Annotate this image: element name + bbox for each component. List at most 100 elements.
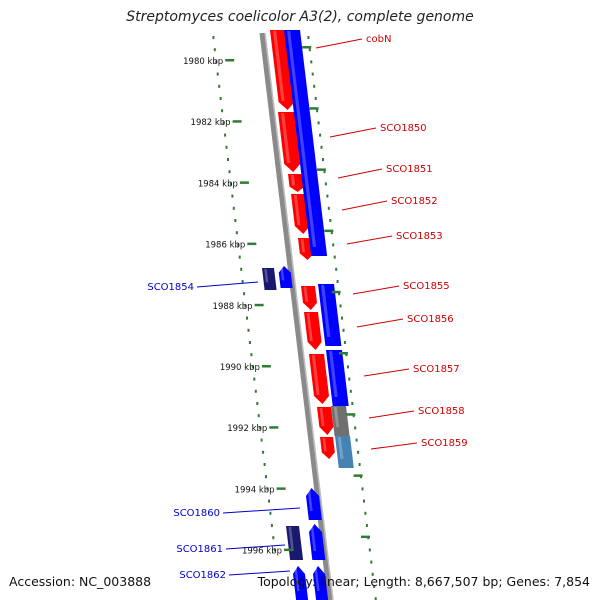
gene-label: SCO1854 xyxy=(147,282,194,293)
gene-block xyxy=(301,286,317,310)
ruler-dot xyxy=(363,499,365,503)
ruler-dot xyxy=(338,292,341,296)
ruler-dot xyxy=(370,560,373,564)
gene-block xyxy=(270,30,295,110)
scale-label: 1996 kbp xyxy=(242,547,282,557)
ruler-dot xyxy=(354,426,357,430)
scale-label: 1990 kbp xyxy=(220,363,260,373)
scale-label: 1994 kbp xyxy=(235,485,275,495)
gene-block xyxy=(320,437,335,459)
gene-block xyxy=(293,566,309,600)
gene-block xyxy=(304,312,322,350)
ruler-dot xyxy=(246,316,248,320)
ruler-dot xyxy=(212,36,215,39)
scale-label: 1992 kbp xyxy=(227,424,267,434)
ruler-dot xyxy=(235,231,238,235)
ruler-dot xyxy=(311,72,314,76)
ruler-dot xyxy=(368,548,371,552)
gene-block xyxy=(309,354,329,404)
scale-tick xyxy=(284,548,293,552)
ruler-dot xyxy=(357,450,360,454)
left-ruler-dots xyxy=(212,36,276,552)
gene-block xyxy=(306,488,322,520)
ruler-dot xyxy=(332,243,335,247)
scale-tick xyxy=(225,59,235,62)
scale-label: 1980 kbp xyxy=(183,57,223,67)
ruler-dot xyxy=(222,121,225,125)
ruler-dot xyxy=(349,389,352,393)
scale-tick xyxy=(269,426,279,429)
accession-label: Accession: NC_003888 xyxy=(9,574,152,589)
ruler-dot xyxy=(265,475,267,479)
ruler-dot xyxy=(365,524,368,527)
gene-block xyxy=(262,268,277,290)
ruler-dot xyxy=(324,182,327,186)
ruler-dot xyxy=(355,438,358,442)
ruler-dot xyxy=(374,597,377,600)
ruler-dot xyxy=(216,72,219,76)
gene-block xyxy=(286,526,304,560)
gene-block xyxy=(318,284,342,346)
gene-label: SCO1859 xyxy=(421,438,468,449)
gene-block xyxy=(284,30,328,256)
label-leader-line xyxy=(337,168,383,179)
gene-block xyxy=(313,566,329,600)
label-leader-line xyxy=(329,127,377,138)
ruler-dot xyxy=(231,194,234,198)
ruler-dot xyxy=(266,487,269,491)
scale-tick xyxy=(247,242,257,246)
ruler-dot xyxy=(273,548,276,552)
ruler-dot xyxy=(232,206,235,210)
label-leader-line xyxy=(225,544,286,550)
ruler-dot xyxy=(314,97,317,100)
ruler-dot xyxy=(272,536,275,540)
ruler-dot xyxy=(320,145,323,149)
scale-tick xyxy=(361,535,370,539)
ruler-dot xyxy=(307,36,310,39)
scale-tick xyxy=(309,107,319,110)
ruler-dot xyxy=(329,219,332,222)
ruler-dot xyxy=(322,158,324,161)
ruler-dot xyxy=(213,48,216,52)
scale-tick xyxy=(239,181,249,184)
ruler-dot xyxy=(371,572,374,576)
ruler-dot xyxy=(237,243,240,247)
scale-tick xyxy=(316,168,326,171)
scale-tick xyxy=(338,352,348,355)
ruler-dot xyxy=(259,426,262,430)
label-leader-line xyxy=(196,281,259,288)
ruler-dot xyxy=(373,585,376,588)
ruler-dot xyxy=(342,328,345,332)
gene-label: SCO1857 xyxy=(413,364,460,375)
ruler-dot xyxy=(326,194,329,198)
gene-label: SCO1852 xyxy=(391,196,438,207)
ruler-dot xyxy=(227,158,229,161)
ruler-dot xyxy=(361,487,364,491)
ruler-dot xyxy=(229,182,232,186)
label-leader-line xyxy=(368,410,415,419)
ruler-dot xyxy=(327,206,330,210)
gene-block xyxy=(309,524,326,560)
scale-label: 1986 kbp xyxy=(205,241,245,251)
scale-ruler: 1980 kbp 1982 kbp 1984 kbp 1986 kbp 1988 kbp… xyxy=(183,46,370,557)
label-leader-line xyxy=(315,38,363,49)
gene-label: SCO1855 xyxy=(403,281,450,292)
ruler-dot xyxy=(247,328,250,332)
gene-label: SCO1853 xyxy=(396,231,443,242)
ruler-dot xyxy=(319,133,322,137)
ruler-dot xyxy=(364,511,367,515)
ruler-dot xyxy=(263,463,266,466)
ruler-dot xyxy=(351,402,354,405)
gene-label: SCO1862 xyxy=(179,570,226,581)
gene-label: SCO1860 xyxy=(173,508,220,519)
ruler-dot xyxy=(234,219,237,222)
ruler-dot xyxy=(313,84,316,88)
ruler-dot xyxy=(243,292,246,296)
gene-block xyxy=(331,406,350,436)
ruler-dot xyxy=(256,402,259,405)
ruler-dot xyxy=(316,109,319,113)
ruler-dot xyxy=(251,365,254,369)
ruler-dot xyxy=(218,84,221,88)
label-leader-line xyxy=(346,235,393,245)
